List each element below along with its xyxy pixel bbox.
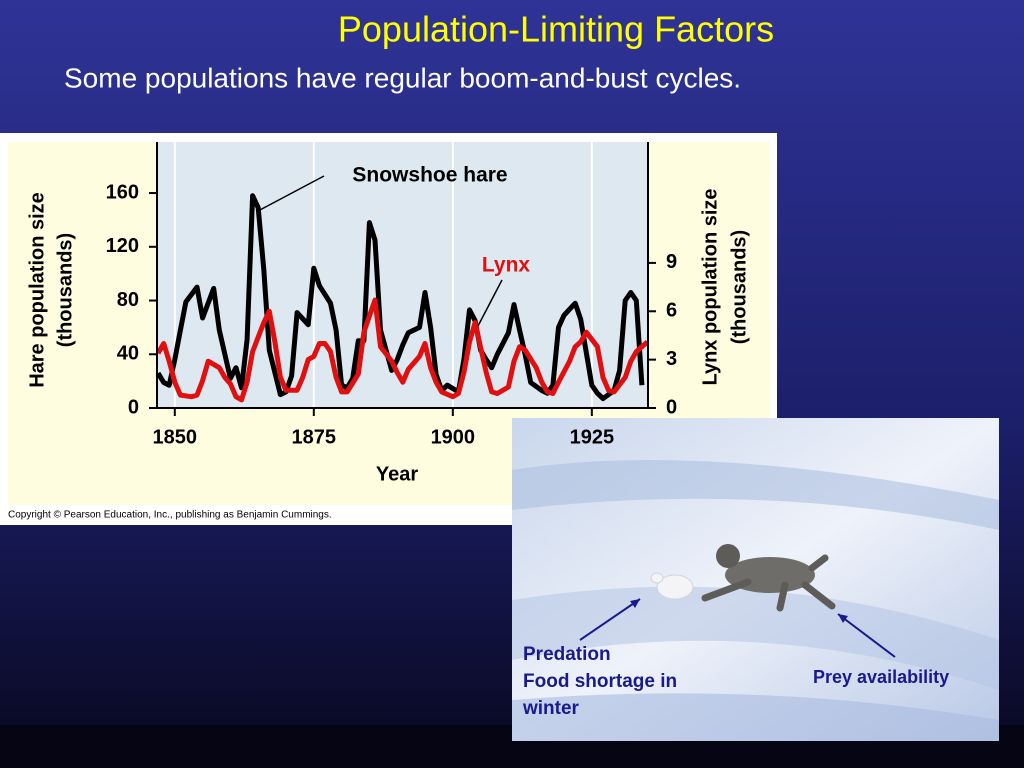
y-axis-label: Hare population size xyxy=(26,192,48,388)
slide-subtitle: Some populations have regular boom-and-b… xyxy=(64,62,741,93)
y-tick-label: 160 xyxy=(106,181,139,203)
caption: Food shortage in xyxy=(523,671,677,692)
x-axis-label: Year xyxy=(376,463,418,485)
y-tick-label: 120 xyxy=(106,235,139,257)
y2-tick-label: 9 xyxy=(666,251,677,273)
caption: winter xyxy=(522,698,580,719)
photo: Predation Food shortage in winter Prey a… xyxy=(512,418,999,741)
y2-tick-label: 3 xyxy=(666,348,677,370)
series-line xyxy=(155,297,650,403)
copyright: Copyright © Pearson Education, Inc., pub… xyxy=(8,510,332,521)
y2-tick-label: 0 xyxy=(666,396,677,418)
y-tick-label: 0 xyxy=(128,396,139,418)
y2-axis-label: (thousands) xyxy=(728,230,750,344)
annotation-line xyxy=(477,279,503,327)
lynx-legs xyxy=(701,554,836,612)
y2-axis-label: Lynx population size xyxy=(699,188,721,385)
arrow xyxy=(579,598,641,641)
slide-title: Population-Limiting Factors xyxy=(338,9,774,50)
photo-shadow xyxy=(512,586,999,690)
hare xyxy=(656,574,694,600)
y-tick-label: 40 xyxy=(117,343,139,365)
caption: Prey availability xyxy=(813,667,949,687)
annotation: Lynx xyxy=(482,254,531,277)
hare-head xyxy=(650,572,664,584)
x-tick-label: 1900 xyxy=(431,426,476,448)
x-tick-label: 1850 xyxy=(153,426,198,448)
annotation-line xyxy=(257,175,325,212)
x-tick-label: 1925 xyxy=(570,426,615,448)
lynx-head xyxy=(716,544,740,568)
arrowhead xyxy=(630,599,640,608)
arrowhead xyxy=(838,614,848,623)
photo-shadow xyxy=(512,460,999,530)
plot xyxy=(155,142,650,408)
caption: Predation xyxy=(523,644,611,665)
y-tick-label: 80 xyxy=(117,289,139,311)
annotation: Snowshoe hare xyxy=(352,164,507,187)
y2-tick-label: 6 xyxy=(666,300,677,322)
arrow xyxy=(837,613,896,658)
x-tick-label: 1875 xyxy=(292,426,337,448)
y-axis-label: (thousands) xyxy=(54,233,76,347)
photo-shadow xyxy=(512,693,999,741)
series-line xyxy=(155,193,645,402)
